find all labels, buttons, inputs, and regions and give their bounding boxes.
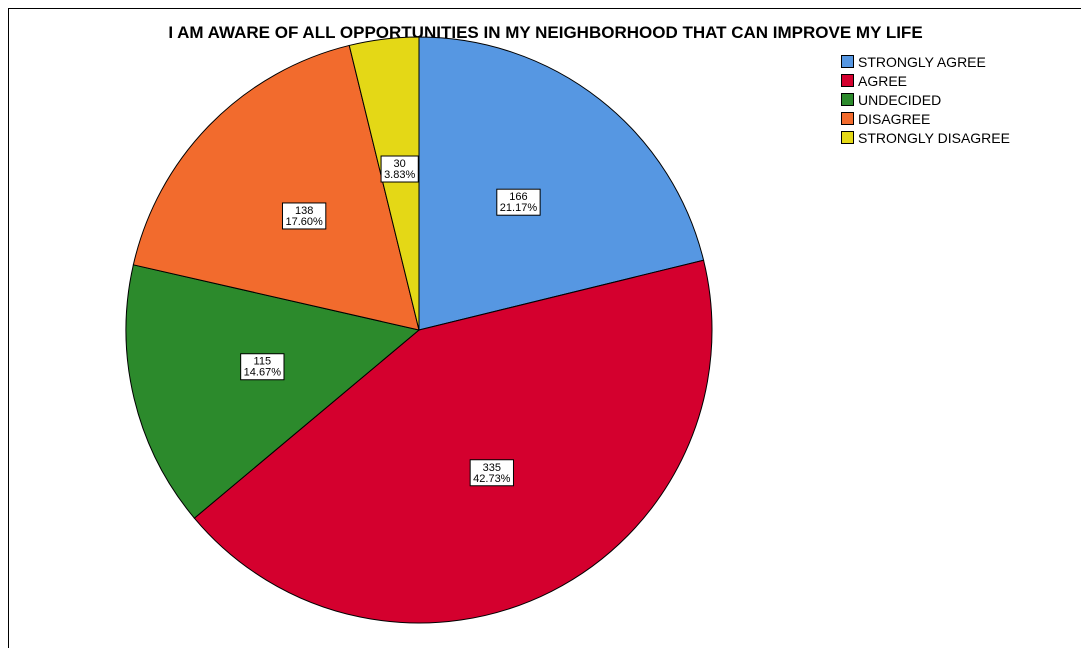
data-label-percent: 3.83% [384, 169, 415, 181]
data-label-box [496, 188, 541, 216]
data-label-count: 335 [483, 462, 501, 474]
chart-frame: I AM AWARE OF ALL OPPORTUNITIES IN MY NE… [8, 8, 1081, 648]
data-label-box [240, 353, 285, 381]
chart-title: I AM AWARE OF ALL OPPORTUNITIES IN MY NE… [168, 23, 923, 42]
legend-swatch [841, 131, 854, 144]
pie-slices [125, 36, 713, 624]
data-label-count: 30 [394, 158, 406, 170]
data-label-percent: 14.67% [244, 367, 282, 379]
legend-swatch [841, 74, 854, 87]
data-label-count: 115 [254, 356, 272, 368]
legend-item-disagree: DISAGREE [841, 109, 1010, 128]
legend-label: DISAGREE [858, 110, 931, 127]
data-label-percent: 42.73% [473, 473, 511, 485]
data-label-strongly-disagree: 303.83% [380, 155, 419, 183]
pie-slice-strongly-agree [418, 36, 705, 331]
legend-label: AGREE [858, 72, 908, 89]
legend-item-agree: AGREE [841, 71, 1010, 90]
legend-item-strongly-agree: STRONGLY AGREE [841, 52, 1010, 71]
legend-label: STRONGLY DISAGREE [858, 129, 1010, 146]
pie-slice-undecided [125, 264, 421, 519]
legend: STRONGLY AGREE AGREE UNDECIDED DISAGREE STRO… [841, 52, 1010, 147]
legend-swatch [841, 93, 854, 106]
legend-item-undecided: UNDECIDED [841, 90, 1010, 109]
data-label-count: 138 [295, 205, 313, 217]
data-label-box [469, 459, 514, 487]
pie-slice-disagree [132, 44, 420, 331]
legend-label: UNDECIDED [858, 91, 942, 108]
legend-swatch [841, 112, 854, 125]
legend-label: STRONGLY AGREE [858, 53, 986, 70]
data-label-count: 166 [509, 191, 527, 203]
data-label-box [380, 155, 419, 183]
legend-swatch [841, 55, 854, 68]
data-label-box [281, 202, 327, 230]
pie-slice-agree [193, 259, 713, 624]
data-label-percent: 17.60% [285, 216, 323, 228]
legend-item-strongly-disagree: STRONGLY DISAGREE [841, 128, 1010, 147]
data-label-percent: 21.17% [500, 202, 538, 214]
pie-slice-strongly-disagree [348, 36, 420, 331]
